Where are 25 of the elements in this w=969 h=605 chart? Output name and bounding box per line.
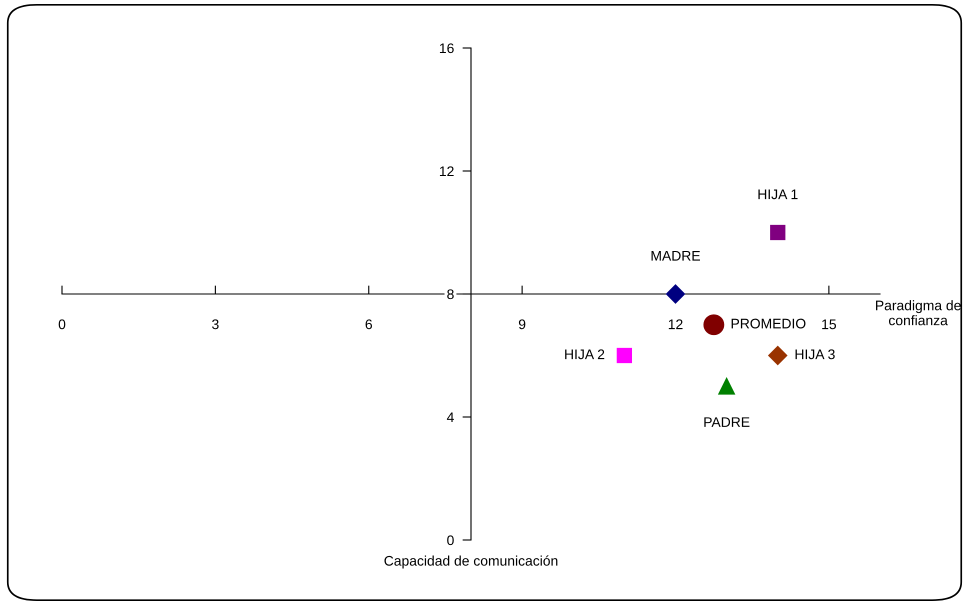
y-tick-label: 16	[440, 43, 454, 54]
x-axis-title: Capacidad de comunicación	[384, 555, 558, 568]
x-tick-label: 3	[212, 319, 219, 330]
point	[768, 346, 788, 366]
x-tick-label: 15	[822, 320, 836, 330]
series-label: HIJA 3	[796, 349, 835, 360]
point	[718, 378, 735, 395]
series-label: HIJA 2	[565, 349, 604, 360]
y-axis-title: Paradigma de confianza	[876, 300, 961, 326]
y-tick-label: 12	[440, 166, 454, 176]
x-tick-label: 6	[366, 319, 372, 330]
x-tick-label: 12	[668, 319, 683, 330]
y-tick-label: 0	[447, 535, 454, 546]
point	[770, 224, 786, 240]
point	[616, 348, 632, 364]
series-label: PROMEDIO	[732, 318, 806, 328]
point	[666, 284, 686, 304]
text: MADRE	[652, 251, 700, 261]
x-tick-label: 9	[518, 319, 526, 330]
text: HIJA 1	[758, 190, 798, 200]
y-tick-label: 8	[447, 289, 454, 300]
y-tick-label: 4	[446, 412, 454, 422]
point	[703, 314, 724, 336]
series-label: PADRE	[704, 417, 750, 427]
x-tick-label: 0	[58, 319, 66, 330]
